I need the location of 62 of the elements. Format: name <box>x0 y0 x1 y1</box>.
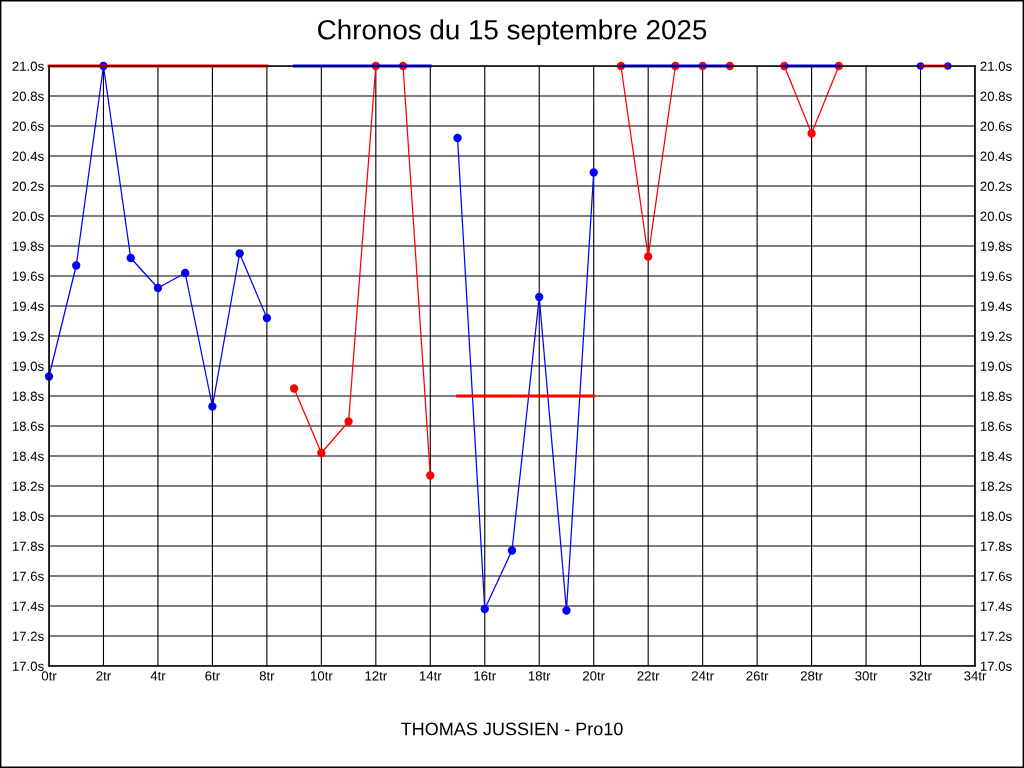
y2-tick-label: 18.8s <box>980 391 1012 401</box>
y2-tick-label: 19.6s <box>980 271 1012 281</box>
x-tick-label: 30tr <box>855 671 878 681</box>
y2-tick-label: 18.2s <box>980 481 1012 491</box>
y-tick-label: 20.4s <box>12 151 44 161</box>
y2-tick-label: 17.6s <box>980 571 1012 581</box>
y-tick-label: 19.2s <box>12 331 44 341</box>
y2-tick-label: 19.4s <box>980 301 1012 311</box>
y-tick-label: 21.0s <box>12 61 44 71</box>
x-tick-label: 20tr <box>583 671 605 681</box>
y2-tick-label: 19.0s <box>980 361 1012 371</box>
y-tick-label: 18.2s <box>12 481 44 491</box>
x-tick-label: 2tr <box>96 671 111 681</box>
y-tick-label: 20.0s <box>12 211 44 221</box>
y-tick-label: 18.4s <box>12 451 44 461</box>
x-tick-label: 12tr <box>365 671 387 681</box>
y-tick-label: 19.6s <box>12 271 44 281</box>
y-tick-label: 17.4s <box>12 601 44 611</box>
x-tick-label: 32tr <box>909 671 932 681</box>
x-tick-label: 24tr <box>691 671 714 681</box>
y-tick-label: 18.6s <box>12 421 44 431</box>
y2-tick-label: 20.8s <box>980 91 1012 101</box>
y2-tick-label: 17.4s <box>980 601 1012 611</box>
y2-tick-label: 17.2s <box>980 631 1012 641</box>
y-tick-label: 20.2s <box>12 181 44 191</box>
x-tick-label: 34tr <box>964 671 987 681</box>
x-tick-label: 8tr <box>259 671 275 681</box>
y2-tick-label: 20.0s <box>980 211 1012 221</box>
y-tick-label: 18.0s <box>12 511 44 521</box>
y2-tick-label: 18.6s <box>980 421 1012 431</box>
x-tick-label: 18tr <box>528 671 551 681</box>
y-tick-label: 19.0s <box>12 361 44 371</box>
y2-tick-label: 21.0s <box>980 61 1012 71</box>
y2-tick-label: 17.0s <box>980 661 1012 671</box>
x-tick-label: 14tr <box>419 671 442 681</box>
x-tick-label: 6tr <box>205 671 220 681</box>
y-tick-label: 17.0s <box>12 661 44 671</box>
y-tick-label: 17.6s <box>12 571 44 581</box>
y-tick-label: 20.8s <box>12 91 44 101</box>
y2-tick-label: 18.4s <box>980 451 1012 461</box>
chart-title: Chronos du 15 septembre 2025 <box>318 19 707 46</box>
x-axis-title: THOMAS JUSSIEN - Pro10 <box>401 722 623 736</box>
y2-tick-label: 19.2s <box>980 331 1012 341</box>
y2-tick-label: 20.4s <box>980 151 1012 161</box>
y-tick-label: 19.4s <box>12 301 44 311</box>
y-tick-label: 19.8s <box>12 241 44 251</box>
y2-tick-label: 19.8s <box>980 241 1012 251</box>
x-tick-label: 16tr <box>474 671 496 681</box>
y-tick-label: 20.6s <box>12 121 44 131</box>
y-tick-label: 18.8s <box>12 391 44 401</box>
y-tick-label: 17.2s <box>12 631 44 641</box>
x-tick-label: 4tr <box>150 671 166 681</box>
x-tick-label: 22tr <box>637 671 660 681</box>
y2-tick-label: 18.0s <box>980 511 1012 521</box>
y2-tick-label: 17.8s <box>980 541 1012 551</box>
x-tick-label: 28tr <box>800 671 823 681</box>
x-tick-label: 10tr <box>310 671 333 681</box>
x-tick-label: 26tr <box>746 671 769 681</box>
y2-tick-label: 20.6s <box>980 121 1012 131</box>
y-tick-label: 17.8s <box>12 541 44 551</box>
y2-tick-label: 20.2s <box>980 181 1012 191</box>
x-tick-label: 0tr <box>41 671 57 681</box>
